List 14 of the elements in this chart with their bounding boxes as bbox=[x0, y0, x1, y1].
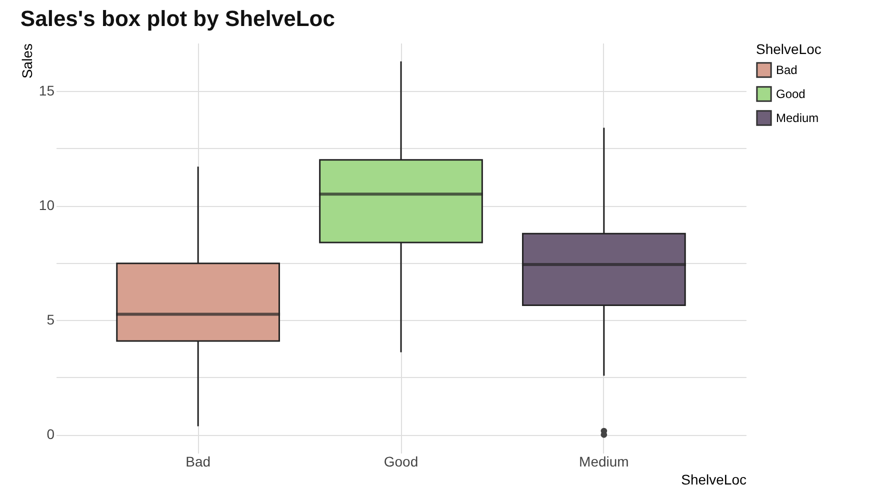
x-axis-title: ShelveLoc bbox=[681, 472, 746, 488]
x-tick-label: Bad bbox=[186, 454, 211, 470]
y-axis-title: Sales bbox=[18, 44, 35, 79]
y-tick-label: 10 bbox=[38, 197, 55, 214]
legend-label: Medium bbox=[776, 111, 819, 125]
legend-label: Bad bbox=[776, 63, 798, 77]
y-tick-label: 15 bbox=[38, 82, 55, 99]
y-tick-label: 5 bbox=[46, 312, 55, 328]
x-tick-label: Medium bbox=[579, 454, 629, 470]
chart-title: Sales's box plot by ShelveLoc bbox=[20, 6, 335, 31]
legend-label: Good bbox=[776, 87, 806, 101]
y-tick-label: 0 bbox=[46, 426, 55, 442]
x-tick-label: Good bbox=[384, 454, 418, 470]
legend-title: ShelveLoc bbox=[756, 41, 822, 57]
